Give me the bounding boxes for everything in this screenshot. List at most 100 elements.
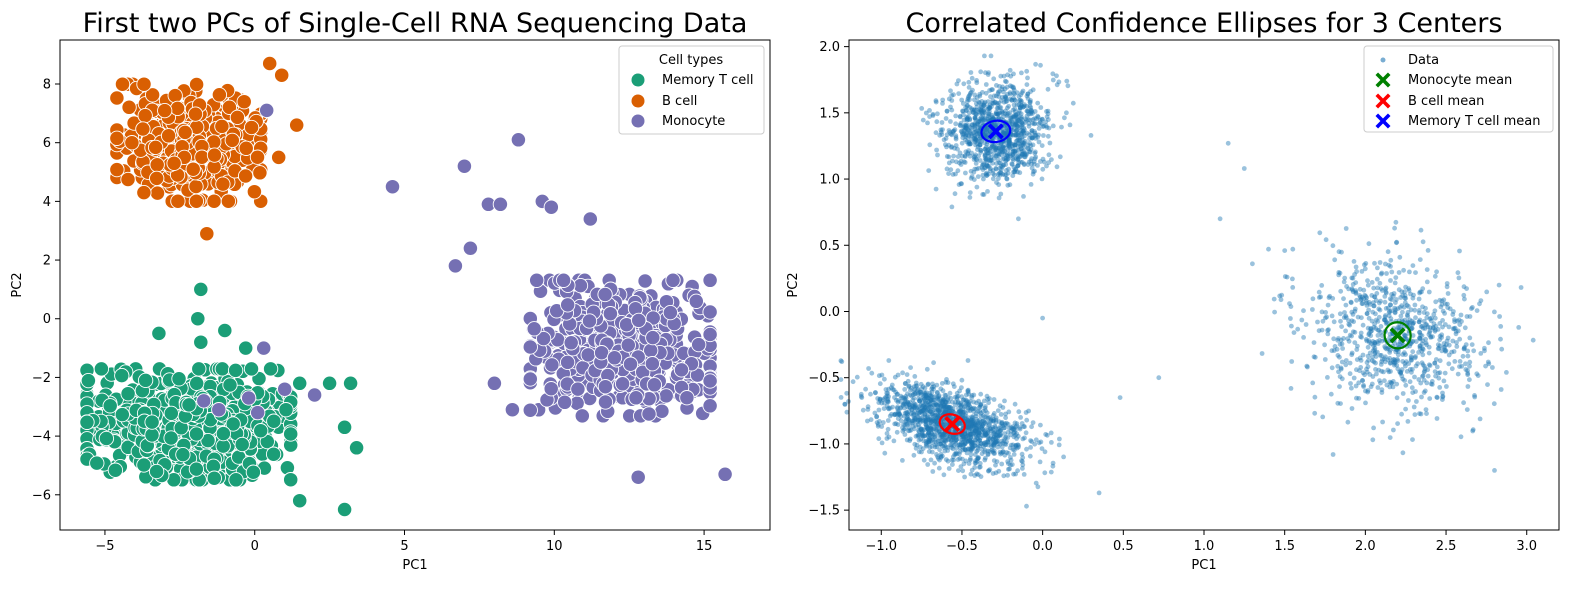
point-memory-t-cell <box>217 322 233 339</box>
data-point <box>1024 417 1030 423</box>
data-point <box>1004 112 1010 118</box>
data-point <box>1009 84 1015 89</box>
data-point <box>1474 371 1480 377</box>
data-point <box>924 409 930 415</box>
data-point <box>1458 312 1464 318</box>
data-point <box>1016 442 1021 448</box>
data-point <box>1435 370 1441 376</box>
data-point <box>930 469 936 474</box>
data-point <box>1377 260 1383 265</box>
data-point <box>1400 450 1406 456</box>
data-point <box>933 186 939 192</box>
data-point <box>1418 380 1424 386</box>
data-point <box>1412 412 1418 417</box>
data-point <box>1295 326 1301 332</box>
data-point <box>967 457 973 463</box>
data-point <box>1057 436 1062 442</box>
data-point <box>958 464 964 469</box>
data-point <box>1405 313 1411 319</box>
data-point <box>969 442 974 447</box>
data-point <box>1026 123 1032 129</box>
data-point <box>854 374 860 380</box>
point-monocyte <box>622 356 639 372</box>
data-point <box>1394 239 1400 245</box>
data-point <box>974 80 980 86</box>
data-point <box>1369 318 1375 324</box>
data-point <box>1348 300 1354 306</box>
data-point <box>1325 328 1330 333</box>
data-point <box>953 441 958 446</box>
point-memory-t-cell <box>181 397 197 413</box>
data-point <box>1046 160 1052 166</box>
data-point <box>1400 309 1405 315</box>
data-point <box>865 407 871 412</box>
data-point <box>968 452 974 458</box>
data-point <box>1464 407 1470 412</box>
point-monocyte <box>559 354 576 371</box>
data-point <box>969 420 974 426</box>
data-point <box>973 425 979 431</box>
data-point <box>1004 168 1009 173</box>
data-point <box>983 430 988 436</box>
data-point <box>962 153 968 159</box>
data-point <box>998 441 1003 447</box>
chart-left-y-tick-label: 0 <box>43 312 51 327</box>
data-point <box>1450 338 1456 344</box>
data-point <box>1349 352 1355 358</box>
point-monocyte <box>306 387 323 403</box>
chart-right-y-tick-label: −1.5 <box>808 504 840 519</box>
data-point <box>1343 328 1348 334</box>
point-b-cell <box>149 157 165 173</box>
data-point <box>1299 317 1305 323</box>
data-point <box>1380 357 1385 362</box>
data-point <box>1049 440 1054 445</box>
data-point <box>985 425 990 431</box>
data-point <box>1312 354 1318 360</box>
data-point <box>1427 316 1433 322</box>
data-point <box>1439 335 1444 340</box>
data-point <box>920 433 926 439</box>
data-point <box>1379 368 1384 374</box>
data-point <box>920 384 926 390</box>
data-point <box>969 467 975 473</box>
data-point <box>1301 335 1306 340</box>
data-point <box>1414 399 1419 404</box>
data-point <box>900 425 905 431</box>
data-point <box>1384 271 1389 276</box>
data-point <box>1352 340 1358 345</box>
data-point <box>891 387 897 393</box>
data-point <box>971 405 977 411</box>
data-point <box>1405 419 1411 424</box>
chart-left-legend: Cell types Memory T cell B cell Monocyte <box>618 45 765 135</box>
data-point <box>981 192 987 197</box>
data-point <box>1377 280 1383 286</box>
data-point <box>1462 325 1468 331</box>
point-b-cell <box>224 132 240 149</box>
point-b-cell <box>185 161 201 177</box>
point-memory-t-cell <box>266 413 282 429</box>
chart-left-x-tick-label: 5 <box>400 539 408 554</box>
point-memory-t-cell <box>102 398 118 414</box>
data-point <box>1409 385 1415 391</box>
data-point <box>1351 375 1357 381</box>
data-point <box>953 135 959 140</box>
data-point <box>930 111 936 117</box>
data-point <box>1413 339 1419 344</box>
chart-right-x-tick-label: 2.0 <box>1355 539 1376 554</box>
data-point <box>965 388 971 394</box>
data-point <box>1005 435 1011 440</box>
data-point <box>1420 304 1425 310</box>
point-monocyte <box>522 371 538 387</box>
data-point <box>1422 366 1428 371</box>
data-point <box>1462 296 1467 302</box>
data-point <box>895 416 901 421</box>
data-point <box>1370 309 1376 315</box>
data-point <box>1417 344 1423 349</box>
data-point <box>1472 394 1478 400</box>
point-b-cell <box>149 185 166 201</box>
data-point <box>1316 289 1322 295</box>
data-point <box>1399 411 1404 417</box>
data-point <box>1362 262 1367 268</box>
data-point <box>1014 128 1019 134</box>
data-point <box>1441 378 1447 384</box>
